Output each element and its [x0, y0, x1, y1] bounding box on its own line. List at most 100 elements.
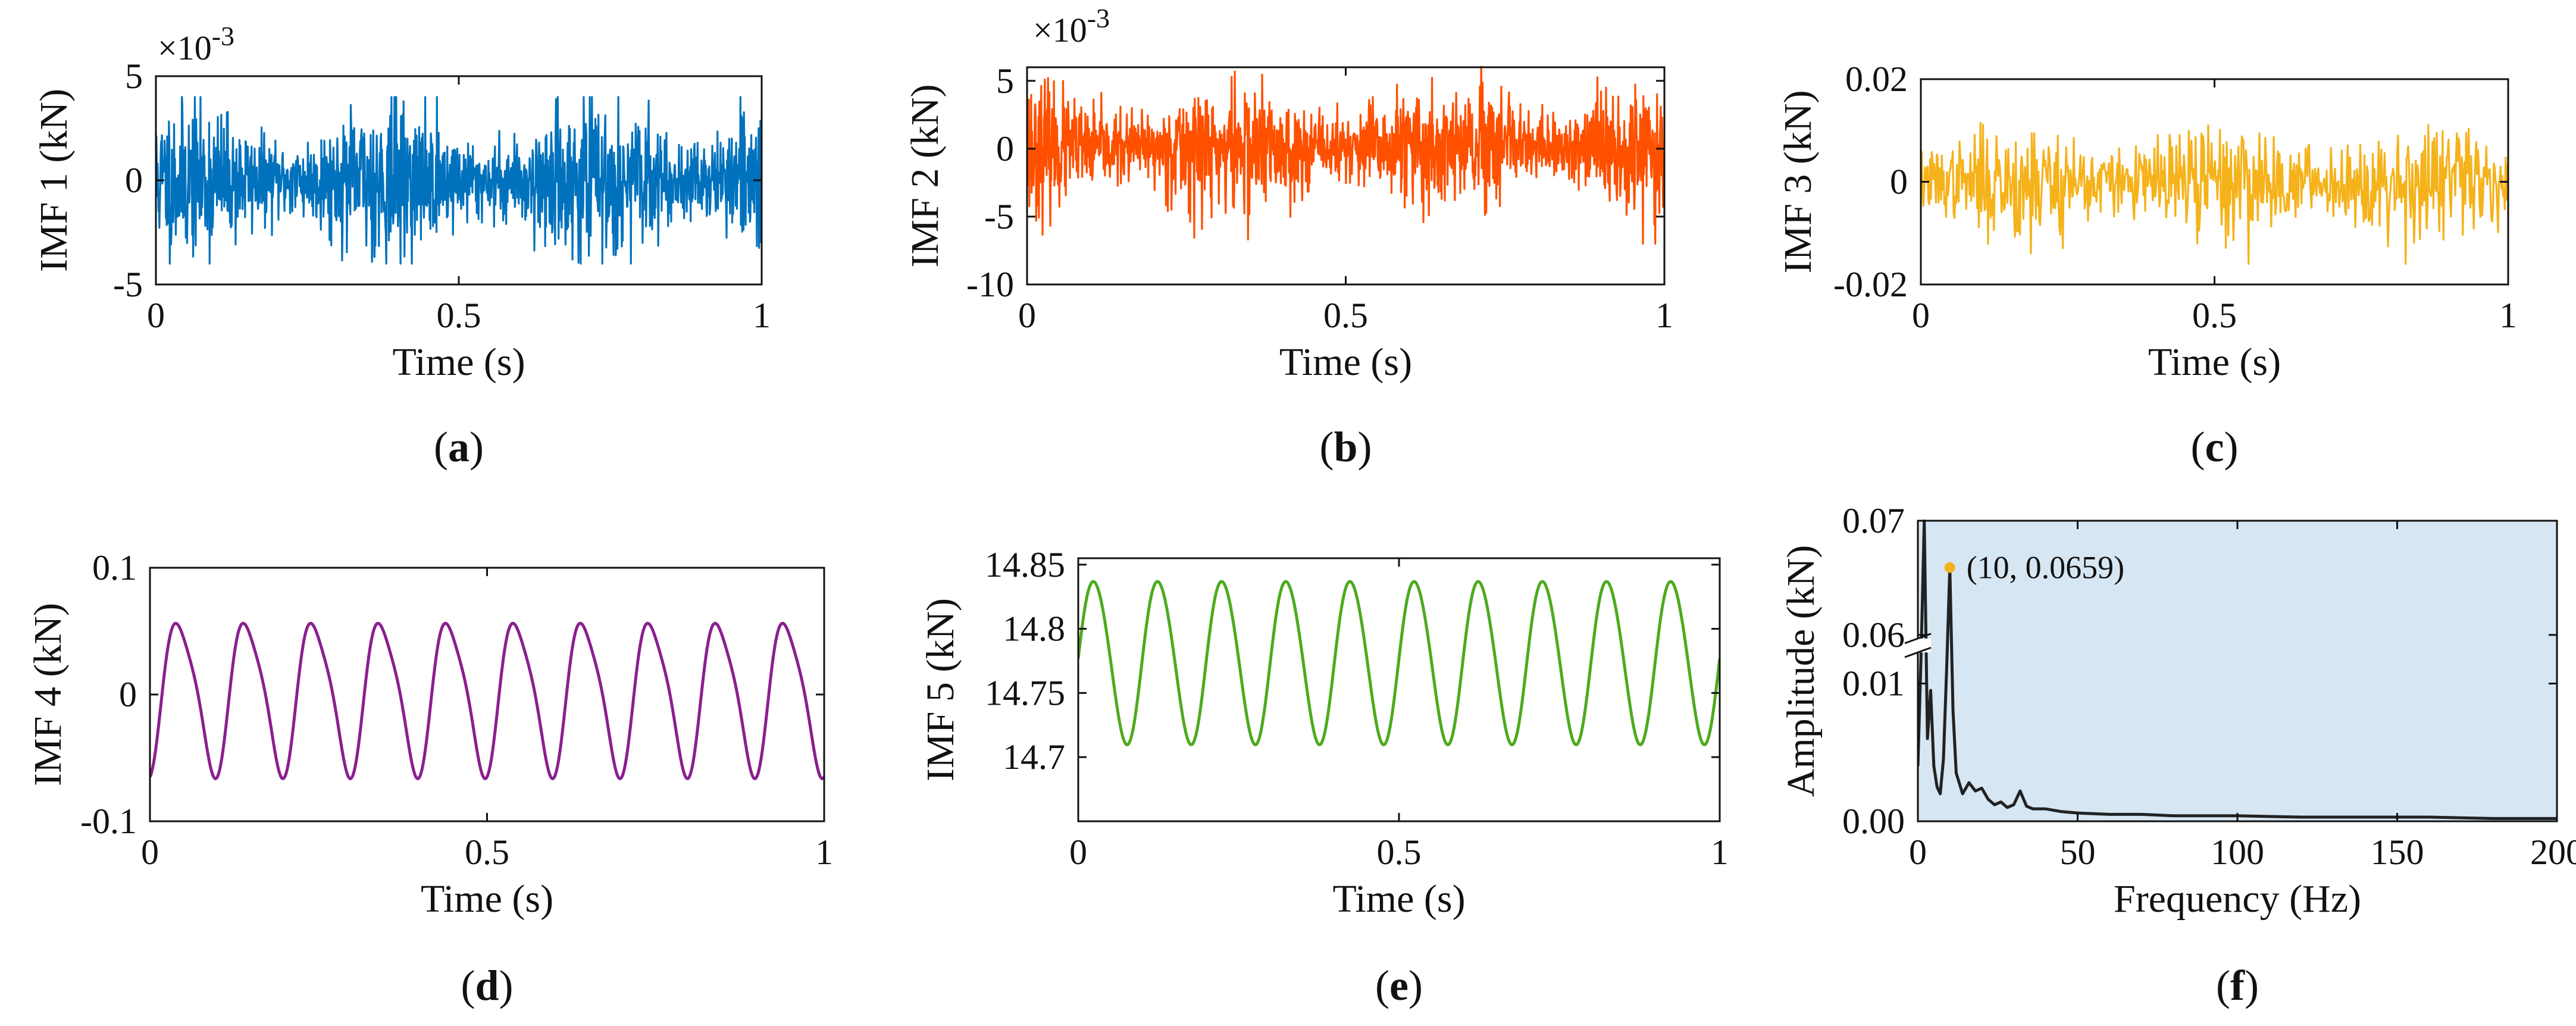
- y-axis-label: IMF 2 (kN): [903, 85, 947, 268]
- chart-b: 0 0.5 1 -10 -5 0 5 ×10-3 Time (s) IMF 2 (kN) (b): [903, 3, 1673, 471]
- x-tick-label: 0.5: [465, 833, 509, 872]
- x-axis-label: Time (s): [2148, 340, 2281, 384]
- axes-frame: [1077, 557, 1721, 822]
- peak-label: (10, 0.0659): [1967, 550, 2124, 586]
- y-tick-label: 0.06: [1842, 615, 1905, 655]
- y-tick-label: -0.1: [80, 802, 137, 841]
- y-tick-label: -0.02: [1833, 265, 1908, 304]
- axis-break-mark: [1904, 646, 1932, 658]
- x-tick-label: 1: [815, 833, 833, 872]
- x-tick-label: 0: [1069, 833, 1087, 872]
- y-tick-label: 0.01: [1842, 664, 1905, 703]
- series-line: [156, 96, 762, 265]
- panel-caption: (f): [2216, 962, 2259, 1009]
- caption-letter: a: [448, 423, 469, 471]
- caption-open: (: [1375, 962, 1389, 1009]
- y-axis-label: IMF 3 (kN): [1776, 90, 1820, 274]
- series-line: [1027, 66, 1664, 245]
- x-axis-label: Time (s): [1332, 877, 1465, 921]
- x-tick-label: 1: [2499, 296, 2517, 335]
- caption-open: (: [2191, 423, 2205, 471]
- plot-background: [1918, 521, 2557, 821]
- x-tick-label: 1: [1655, 296, 1673, 335]
- x-tick-label: 50: [2060, 833, 2096, 872]
- x-tick-label: 0.5: [437, 296, 481, 335]
- caption-letter: e: [1389, 962, 1408, 1009]
- x-tick-label: 0.5: [1377, 833, 1422, 872]
- panel-caption: (d): [461, 962, 513, 1009]
- caption-letter: c: [2205, 423, 2224, 471]
- x-tick-label: 0: [1909, 833, 1927, 872]
- x-tick-label: 200: [2530, 833, 2576, 872]
- axis-break-mark: [1904, 633, 1932, 645]
- chart-e: 0 0.5 1 14.7 14.75 14.8 14.85 Time (s) IMF 5 (kN…: [919, 545, 1729, 1009]
- x-axis-label: Time (s): [392, 340, 525, 384]
- caption-letter: b: [1334, 423, 1357, 471]
- y-tick-label: 0: [996, 129, 1014, 168]
- y-tick-label: 5: [996, 61, 1014, 101]
- exponent-label: ×10-3: [1033, 3, 1110, 49]
- caption-close: ): [2245, 962, 2259, 1009]
- y-tick-label: 0.1: [92, 548, 137, 587]
- x-tick-label: 0: [1912, 296, 1930, 335]
- x-tick-label: 100: [2211, 833, 2264, 872]
- y-axis-label: Amplitude (kN): [1779, 545, 1823, 797]
- panel-caption: (a): [434, 423, 484, 471]
- exponent-power: -3: [1087, 3, 1110, 33]
- series-line: [1078, 580, 1720, 746]
- panel-caption: (c): [2191, 423, 2239, 471]
- caption-close: ): [1358, 423, 1372, 471]
- x-axis-label: Time (s): [421, 877, 553, 921]
- caption-close: ): [1408, 962, 1423, 1009]
- x-tick-label: 1: [753, 296, 771, 335]
- caption-letter: d: [475, 962, 499, 1009]
- caption-open: (: [2216, 962, 2230, 1009]
- axis-break-gap: [1905, 638, 1931, 653]
- x-tick-label: 0: [141, 833, 159, 872]
- caption-letter: f: [2230, 962, 2245, 1009]
- x-tick-label: 0.5: [2192, 296, 2237, 335]
- y-tick-label: -10: [966, 265, 1014, 304]
- y-axis-label: IMF 5 (kN): [919, 598, 962, 781]
- chart-f: 0 50 100 150 200 0.00 0.01 0.06 0.07 (10, 0.0659)…: [1779, 501, 2576, 1009]
- y-tick-label: 14.85: [985, 545, 1065, 584]
- series-line: [150, 621, 824, 781]
- y-tick-label: -5: [984, 197, 1014, 236]
- y-tick-label: 5: [125, 57, 143, 96]
- y-tick-label: 0: [119, 675, 137, 714]
- y-tick-label: 14.75: [985, 673, 1065, 712]
- series-line: [1921, 121, 2508, 265]
- x-tick-label: 0: [147, 296, 165, 335]
- y-tick-label: -5: [113, 265, 143, 304]
- x-tick-label: 0.5: [1323, 296, 1368, 335]
- caption-close: ): [499, 962, 514, 1009]
- caption-open: (: [1319, 423, 1334, 471]
- caption-open: (: [461, 962, 475, 1009]
- caption-open: (: [434, 423, 448, 471]
- y-tick-label: 0.07: [1842, 501, 1905, 540]
- y-axis-label: IMF 4 (kN): [26, 603, 70, 786]
- y-tick-label: 14.8: [1003, 609, 1065, 649]
- x-tick-label: 150: [2371, 833, 2424, 872]
- y-tick-label: 0: [1890, 162, 1908, 202]
- exponent-label: ×10-3: [158, 21, 234, 67]
- peak-marker: [1944, 562, 1955, 573]
- y-tick-label: 14.7: [1003, 737, 1065, 777]
- caption-close: ): [469, 423, 484, 471]
- exponent-power: -3: [212, 21, 234, 51]
- x-tick-label: 1: [1711, 833, 1729, 872]
- y-tick-label: 0: [125, 161, 143, 200]
- axes-frame: [149, 567, 825, 822]
- x-axis-label: Frequency (Hz): [2114, 877, 2361, 921]
- caption-close: ): [2224, 423, 2238, 471]
- x-axis-label: Time (s): [1279, 340, 1412, 384]
- series-line: [1918, 520, 2557, 820]
- x-tick-label: 0: [1018, 296, 1036, 335]
- panel-caption: (e): [1375, 962, 1423, 1009]
- y-tick-label: 0.02: [1845, 60, 1908, 99]
- y-tick-label: 0.00: [1842, 802, 1905, 841]
- panel-caption: (b): [1319, 423, 1372, 471]
